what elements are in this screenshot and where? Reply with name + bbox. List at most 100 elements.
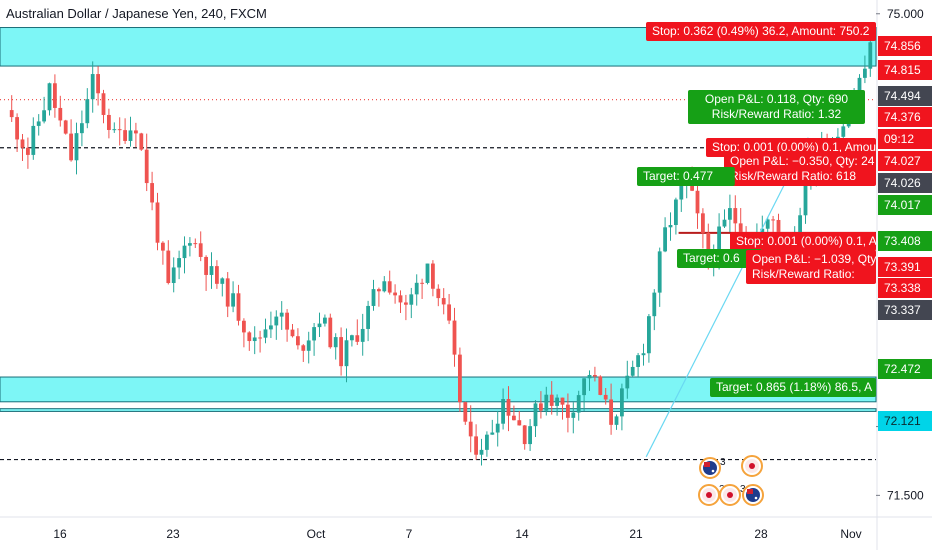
candle-body <box>134 130 138 134</box>
candle-body <box>350 335 354 341</box>
candle-body <box>765 219 770 229</box>
candle-body <box>63 120 68 134</box>
price-label: 73.338 <box>878 278 932 298</box>
annotation-text: Stop: 0.001 (0.00%) 0.1, A <box>736 234 877 248</box>
candle-body <box>539 403 543 411</box>
price-label-text: 73.338 <box>884 281 921 295</box>
candle-body <box>495 423 500 433</box>
candle-body <box>198 243 203 257</box>
price-label: 73.337 <box>878 300 932 320</box>
candle-body <box>517 420 522 426</box>
annotation-text: Risk/Reward Ratio: 1.32 <box>712 107 842 121</box>
candle-body <box>393 292 397 296</box>
annotation-label: Stop: 0.001 (0.00%) 0.1, A <box>730 232 877 251</box>
candle-body <box>263 329 268 338</box>
annotation-text: Risk/Reward Ratio: <box>752 267 855 281</box>
candle-body <box>512 415 516 421</box>
price-label: 74.017 <box>878 195 932 215</box>
candle-body <box>533 403 538 427</box>
annotation-text: Risk/Reward Ratio: 618 <box>730 169 856 183</box>
candle-body <box>863 68 867 78</box>
price-label: 72.121 <box>878 411 932 431</box>
candle-body <box>161 242 165 251</box>
candle-body <box>344 340 349 367</box>
chart-title: Australian Dollar / Japanese Yen, 240, F… <box>6 6 267 21</box>
candle-body <box>641 353 646 356</box>
price-label-text: 74.017 <box>884 198 921 212</box>
annotation-box <box>710 378 876 397</box>
price-label-bg <box>878 151 932 171</box>
candle-body <box>128 130 133 141</box>
candle-body <box>193 243 198 245</box>
flag-union <box>747 489 753 494</box>
candle-body <box>215 266 219 284</box>
price-label-text: 74.856 <box>884 39 921 53</box>
annotation-label: Target: 0.477 <box>637 167 735 186</box>
candle-body <box>20 139 25 148</box>
candle-body <box>544 394 549 411</box>
price-label-bg <box>878 231 932 251</box>
candle-body <box>117 129 122 131</box>
japan-flag-icon: 3 <box>719 484 746 506</box>
trend-layer <box>645 137 809 458</box>
flag-union <box>704 462 710 467</box>
candle-body <box>85 99 90 124</box>
candle-body <box>258 337 262 339</box>
candle-body <box>409 294 414 305</box>
time-axis[interactable]: 16 23 Oct 7 14 21 28 Nov <box>53 527 861 541</box>
candle-body <box>339 337 343 367</box>
candle-body <box>58 107 63 121</box>
candle-body <box>90 74 95 100</box>
event-count: 3 <box>740 484 746 495</box>
candle-body <box>738 223 743 238</box>
annotation-box <box>724 152 876 186</box>
candle-body <box>74 133 79 161</box>
time-tick-label: 16 <box>53 527 67 541</box>
candle-body <box>647 316 651 354</box>
candle-body <box>404 302 408 305</box>
annotation-text: Stop: 0.362 (0.49%) 36.2, Amount: 750.2 <box>652 24 870 38</box>
candle-body <box>857 77 862 96</box>
candle-body <box>603 394 608 400</box>
price-label-text: 74.376 <box>884 110 921 124</box>
candle-body <box>252 337 257 342</box>
candle-body <box>868 42 873 69</box>
candle-body <box>501 399 505 424</box>
annotation-text: Open P&L: 0.118, Qty: 690 <box>705 92 849 106</box>
price-label-text: 72.472 <box>884 362 921 376</box>
price-label-text: 72.121 <box>884 414 921 428</box>
candle-body <box>231 293 235 307</box>
candle-body <box>204 256 208 275</box>
candle-body <box>317 323 322 328</box>
annotation-box <box>730 232 876 251</box>
annotation-box <box>746 250 876 284</box>
candle-body <box>371 289 376 306</box>
time-tick-label: 23 <box>166 527 180 541</box>
candle-body <box>290 329 295 337</box>
annotation-text: Target: 0.6 <box>683 251 740 265</box>
price-label-bg <box>878 195 932 215</box>
candle-body <box>301 345 306 351</box>
candle-body <box>279 312 284 317</box>
price-label-bg <box>878 129 932 149</box>
candle-body <box>560 397 565 405</box>
candle-body <box>123 130 127 141</box>
annotation-box <box>646 22 876 41</box>
time-tick-label: 21 <box>629 527 643 541</box>
price-label: 74.026 <box>878 173 932 193</box>
price-label: 09:12 <box>878 129 932 149</box>
candle-body <box>247 332 252 342</box>
annotation-text: Open P&L: −0.350, Qty: 24 <box>730 154 875 168</box>
price-label-text: 74.027 <box>884 154 921 168</box>
candle-body <box>150 183 154 203</box>
time-tick-label: 28 <box>754 527 768 541</box>
price-label: 73.391 <box>878 257 932 277</box>
price-label-text: 74.026 <box>884 176 921 190</box>
candle-body <box>101 93 106 115</box>
annotation-text: Target: 0.477 <box>643 169 713 183</box>
candle-body <box>42 110 46 122</box>
price-axis[interactable]: 75.00072.00071.50074.85674.81574.49474.3… <box>876 7 932 503</box>
